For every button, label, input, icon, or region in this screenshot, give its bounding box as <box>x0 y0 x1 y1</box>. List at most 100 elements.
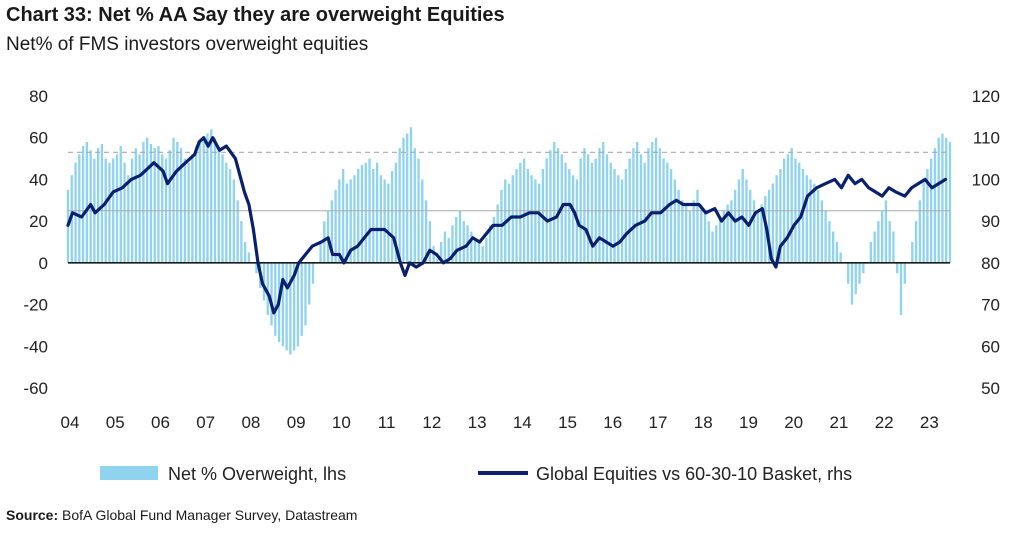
bar <box>839 252 842 263</box>
bar <box>571 175 575 263</box>
bar <box>119 146 122 263</box>
source-note: Source: BofA Global Fund Manager Survey,… <box>6 507 357 523</box>
bar <box>221 154 224 263</box>
bar <box>149 143 153 263</box>
bar <box>760 204 763 263</box>
bar <box>194 146 198 263</box>
y-right-tick-label: 80 <box>981 254 1000 273</box>
y-left-tick-label: 60 <box>29 129 48 148</box>
x-tick-label: 14 <box>513 413 532 432</box>
bar <box>666 162 669 263</box>
x-tick-label: 21 <box>829 413 848 432</box>
bar <box>85 141 89 263</box>
bar <box>492 216 496 263</box>
bar <box>602 141 605 263</box>
bar <box>473 237 477 263</box>
bar <box>243 242 247 263</box>
chart-area: -60 -40 -20 0 20 40 60 80 50 60 70 80 90 100 110 120 04 0… <box>23 87 1000 484</box>
bar <box>598 148 601 263</box>
y-left-tick-label: 80 <box>29 87 48 106</box>
y-left-tick-label: 20 <box>29 212 48 231</box>
bar <box>236 200 239 263</box>
legend-bar-swatch <box>100 466 158 480</box>
bar <box>225 162 228 263</box>
bar <box>639 154 643 263</box>
bar <box>455 216 458 263</box>
bar <box>767 189 771 263</box>
bar <box>914 221 918 263</box>
x-tick-label: 22 <box>875 413 894 432</box>
bar <box>421 179 424 263</box>
bar <box>142 141 145 263</box>
bar <box>228 169 232 263</box>
bar <box>945 137 948 263</box>
bar <box>311 262 315 284</box>
bar <box>127 175 130 263</box>
bar <box>100 143 104 263</box>
bar <box>880 210 884 263</box>
bar <box>933 148 937 263</box>
chart-title: Chart 33: Net % AA Say they are overweig… <box>6 4 505 26</box>
bar <box>289 262 292 355</box>
x-tick-label: 04 <box>61 413 80 432</box>
x-tick-label: 06 <box>151 413 170 432</box>
bar <box>790 148 793 263</box>
bar <box>413 148 416 263</box>
bar <box>138 154 141 263</box>
bar <box>375 162 379 263</box>
bar <box>488 225 492 263</box>
bar <box>108 162 111 263</box>
bar <box>255 262 258 274</box>
bar <box>586 154 590 263</box>
bar <box>771 183 775 263</box>
bar <box>360 164 364 263</box>
bar <box>888 221 891 263</box>
bar <box>274 262 277 336</box>
x-tick-label: 17 <box>649 413 668 432</box>
bar <box>511 175 514 263</box>
bar <box>779 169 782 263</box>
bar <box>232 179 236 263</box>
bar <box>564 162 567 263</box>
bar <box>896 262 899 274</box>
bar <box>613 169 616 263</box>
bar <box>813 183 816 263</box>
chart-subtitle: Net% of FMS investors overweight equitie… <box>6 34 369 55</box>
bar <box>553 141 556 263</box>
bar <box>372 169 375 263</box>
bar <box>187 162 190 263</box>
bar <box>711 231 714 263</box>
bar <box>507 183 511 263</box>
bar <box>345 183 349 263</box>
bar <box>805 175 808 263</box>
bar <box>398 148 401 263</box>
bar <box>658 148 661 263</box>
bar <box>161 154 164 263</box>
bar <box>458 210 462 263</box>
bar <box>911 242 914 263</box>
x-tick-label: 18 <box>694 413 713 432</box>
bar <box>247 252 251 263</box>
bar <box>733 189 737 263</box>
bar <box>726 204 729 263</box>
x-tick-label: 07 <box>196 413 215 432</box>
bar <box>756 210 759 263</box>
bar <box>285 262 288 351</box>
bar <box>145 137 149 263</box>
bar <box>78 154 81 263</box>
bar <box>673 179 677 263</box>
bar <box>379 175 383 263</box>
line-layer <box>66 136 948 315</box>
bar <box>590 162 594 263</box>
bar <box>715 225 718 263</box>
bar <box>319 242 322 263</box>
bar <box>884 200 888 263</box>
x-tick-label: 05 <box>106 413 125 432</box>
bar <box>330 200 334 263</box>
bar <box>922 179 925 263</box>
bar <box>948 141 952 263</box>
legend-bar-label: Net % Overweight, lhs <box>168 464 346 484</box>
x-tick-label: 09 <box>287 413 306 432</box>
bar <box>402 137 405 263</box>
bar <box>568 169 571 263</box>
